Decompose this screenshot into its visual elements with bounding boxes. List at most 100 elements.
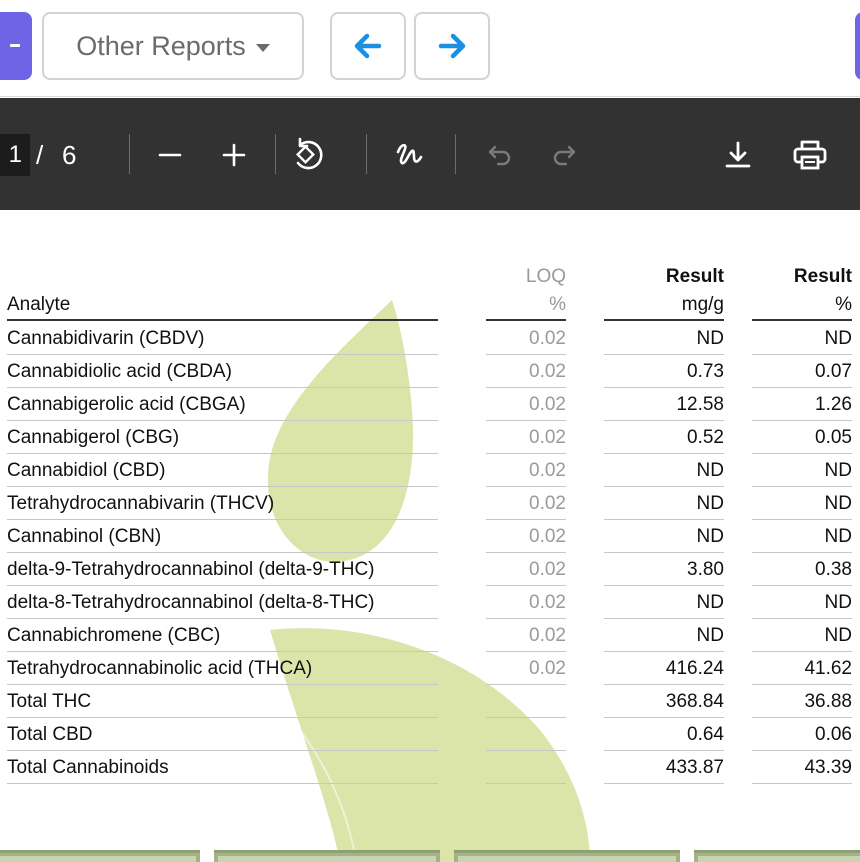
toolbar-divider <box>129 134 130 174</box>
result-mg-value: ND <box>696 328 724 349</box>
result-pct-value: 0.06 <box>815 724 852 745</box>
result-mg-value: 368.84 <box>665 691 724 712</box>
analyte-name: Tetrahydrocannabinolic acid (THCA) <box>7 658 313 679</box>
other-reports-dropdown[interactable]: Other Reports <box>42 12 304 80</box>
print-button[interactable] <box>788 134 832 176</box>
page-total: 6 <box>62 140 77 170</box>
header-result-mg-unit: mg/g <box>681 294 724 315</box>
loq-value: 0.02 <box>529 394 566 415</box>
result-mg-value: 3.80 <box>687 559 724 580</box>
menu-button[interactable] <box>0 12 32 80</box>
result-mg-value: ND <box>696 625 724 646</box>
download-button[interactable] <box>716 134 760 176</box>
table-row: Tetrahydrocannabinolic acid (THCA) 0.02 … <box>0 652 860 685</box>
analyte-name: Total THC <box>7 691 92 712</box>
loq-value <box>486 751 566 784</box>
result-pct-value: 41.62 <box>804 658 852 679</box>
undo-button[interactable] <box>478 134 522 176</box>
table-row: Cannabidiol (CBD) 0.02 ND ND <box>0 454 860 487</box>
clipped-page-text <box>178 210 198 214</box>
loq-value: 0.02 <box>529 526 566 547</box>
result-mg-value: 0.73 <box>687 361 724 382</box>
chevron-down-icon <box>255 44 270 52</box>
section-tab <box>694 850 860 862</box>
printer-icon <box>793 140 827 170</box>
analyte-name: Cannabichromene (CBC) <box>7 625 221 646</box>
analyte-name: Cannabidiol (CBD) <box>7 460 166 481</box>
page-separator: / <box>36 140 44 170</box>
header-analyte: Analyte <box>7 294 71 315</box>
top-nav-bar: Other Reports <box>0 0 860 97</box>
result-pct-value: ND <box>824 526 852 547</box>
result-pct-value: ND <box>824 328 852 349</box>
result-mg-value: 433.87 <box>665 757 724 778</box>
analyte-name: Tetrahydrocannabivarin (THCV) <box>7 493 275 514</box>
header-rule <box>604 319 724 321</box>
header-result-pct-unit: % <box>835 294 852 315</box>
analyte-name: Cannabinol (CBN) <box>7 526 162 547</box>
header-result-pct: Result <box>793 266 852 287</box>
result-mg-value: 416.24 <box>665 658 724 679</box>
result-mg-value: 0.64 <box>687 724 724 745</box>
loq-value: 0.02 <box>529 559 566 580</box>
redo-button[interactable] <box>542 134 586 176</box>
table-row: Cannabichromene (CBC) 0.02 ND ND <box>0 619 860 652</box>
table-row: Total THC 368.84 36.88 <box>0 685 860 718</box>
zoom-out-button[interactable] <box>148 134 192 176</box>
analyte-name: delta-8-Tetrahydrocannabinol (delta-8-TH… <box>7 592 375 613</box>
result-mg-value: ND <box>696 592 724 613</box>
undo-icon <box>488 145 511 166</box>
draw-button[interactable] <box>387 134 431 176</box>
table-row: Tetrahydrocannabivarin (THCV) 0.02 ND ND <box>0 487 860 520</box>
toolbar-divider <box>366 134 367 174</box>
draw-icon <box>396 143 423 165</box>
analyte-name: Total CBD <box>7 724 93 745</box>
loq-value: 0.02 <box>529 328 566 349</box>
download-icon <box>725 141 751 168</box>
result-mg-value: ND <box>696 526 724 547</box>
table-row: Cannabigerolic acid (CBGA) 0.02 12.58 1.… <box>0 388 860 421</box>
rotate-button[interactable] <box>286 134 330 176</box>
next-report-button[interactable] <box>414 12 490 80</box>
page-number-input[interactable]: 1 <box>0 134 30 176</box>
section-tab <box>454 850 680 862</box>
section-tab <box>0 850 200 862</box>
analyte-name: Cannabidiolic acid (CBDA) <box>7 361 232 382</box>
toolbar-divider <box>275 134 276 174</box>
result-pct-value: 43.39 <box>804 757 852 778</box>
pdf-viewer-toolbar <box>0 98 860 210</box>
loq-value <box>486 718 566 751</box>
loq-value: 0.02 <box>529 658 566 679</box>
loq-value: 0.02 <box>529 592 566 613</box>
result-pct-value: ND <box>824 460 852 481</box>
zoom-in-button[interactable] <box>212 134 256 176</box>
section-tab <box>214 850 440 862</box>
result-pct-value: ND <box>824 592 852 613</box>
arrow-right-icon <box>438 33 466 59</box>
other-reports-label: Other Reports <box>76 30 246 61</box>
table-row: delta-9-Tetrahydrocannabinol (delta-9-TH… <box>0 553 860 586</box>
toolbar-divider <box>455 134 456 174</box>
analyte-name: Cannabidivarin (CBDV) <box>7 328 205 349</box>
result-pct-value: ND <box>824 493 852 514</box>
redo-icon <box>553 145 576 166</box>
result-pct-value: 0.07 <box>815 361 852 382</box>
table-row: delta-8-Tetrahydrocannabinol (delta-8-TH… <box>0 586 860 619</box>
previous-report-button[interactable] <box>330 12 406 80</box>
table-row: Cannabidiolic acid (CBDA) 0.02 0.73 0.07 <box>0 355 860 388</box>
header-rule <box>752 319 852 321</box>
menu-icon <box>10 44 20 47</box>
loq-value: 0.02 <box>529 493 566 514</box>
header-loq-unit: % <box>549 294 566 315</box>
plus-icon <box>222 143 246 167</box>
arrow-left-icon <box>354 33 382 59</box>
analyte-name: Cannabigerolic acid (CBGA) <box>7 394 246 415</box>
analyte-name: Total Cannabinoids <box>7 757 169 778</box>
result-pct-value: 36.88 <box>804 691 852 712</box>
header-rule <box>7 319 438 321</box>
table-row: Total Cannabinoids 433.87 43.39 <box>0 751 860 784</box>
edge-action-button[interactable] <box>855 12 860 80</box>
pdf-page: Analyte LOQ % Result mg/g Result % Canna… <box>0 210 860 862</box>
loq-value: 0.02 <box>529 361 566 382</box>
header-loq: LOQ <box>525 266 566 287</box>
